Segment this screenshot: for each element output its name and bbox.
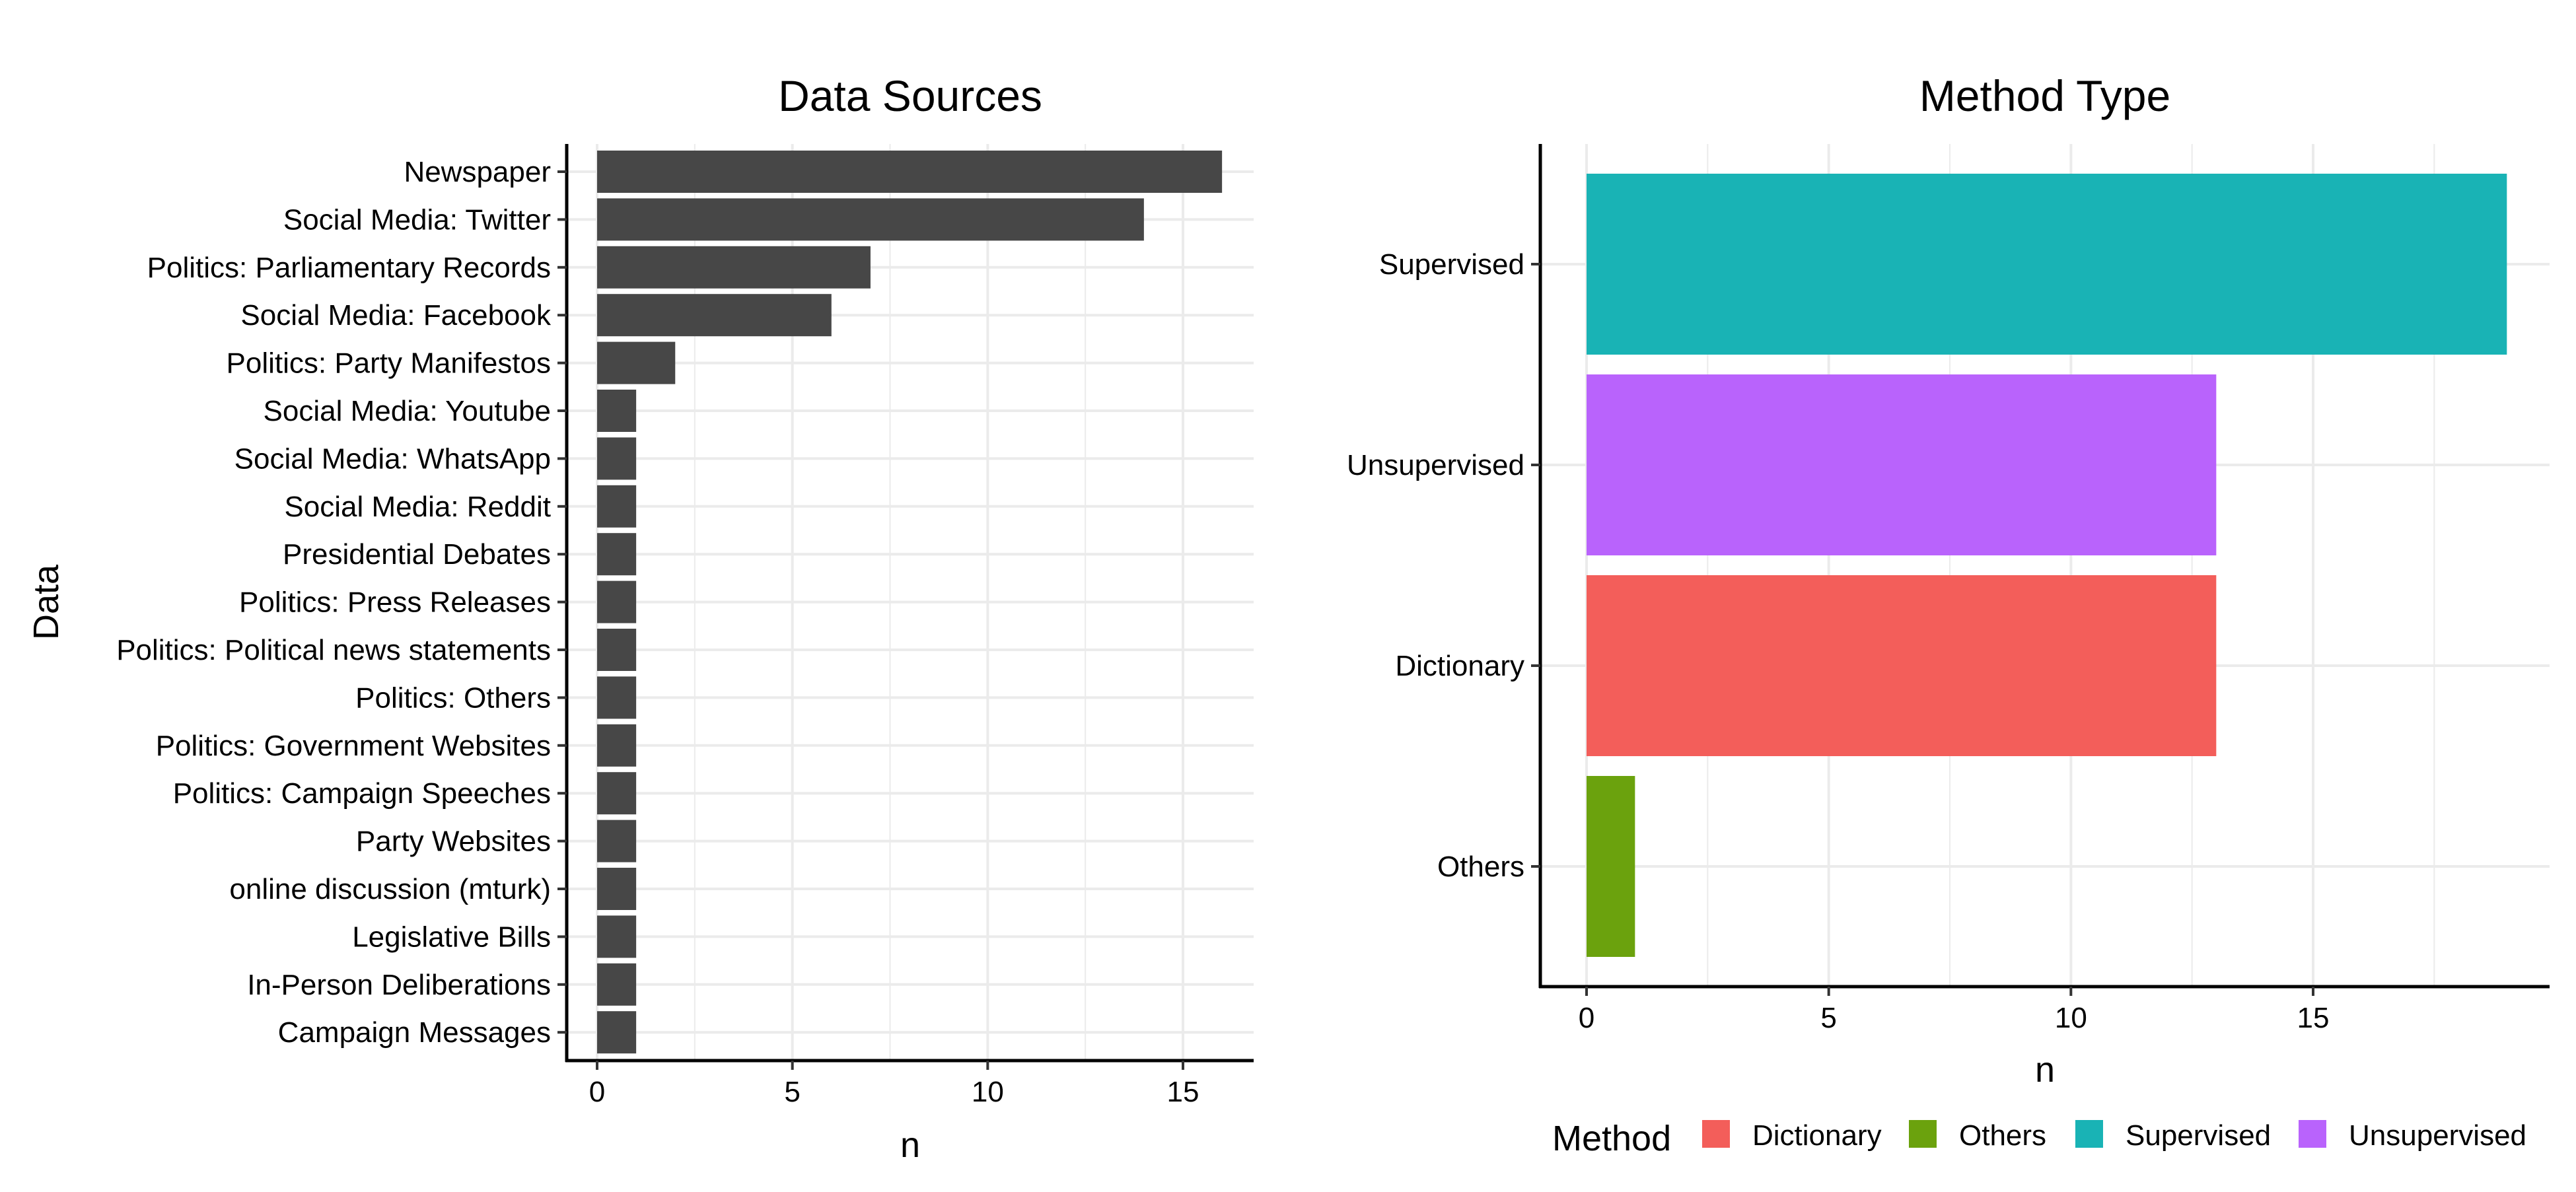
bar-3 <box>597 246 871 289</box>
bar-13 <box>597 724 637 767</box>
y-tick-label: Supervised <box>1379 248 1524 281</box>
bar-unsupervised <box>1587 374 2217 555</box>
bar-17 <box>597 915 637 958</box>
y-tick-label: Politics: Parliamentary Records <box>147 252 551 284</box>
bar-others <box>1587 776 1635 957</box>
y-tick-label: Social Media: Facebook <box>240 299 552 332</box>
legend-key-dictionary <box>1702 1120 1730 1148</box>
bar-4 <box>597 294 832 337</box>
legend-label: Dictionary <box>1752 1119 1882 1152</box>
legend-label: Supervised <box>2126 1119 2271 1152</box>
y-tick-label: Legislative Bills <box>352 921 551 953</box>
bar-19 <box>597 1011 637 1054</box>
y-tick-label: Social Media: Youtube <box>264 395 551 427</box>
legend-key-unsupervised <box>2299 1120 2326 1148</box>
y-tick-label: Presidential Debates <box>283 538 551 571</box>
y-tick-label: Politics: Government Websites <box>156 730 551 762</box>
bar-10 <box>597 580 637 623</box>
legend-key-supervised <box>2075 1120 2103 1148</box>
y-tick-label: In-Person Deliberations <box>247 969 551 1001</box>
method-type-panel: Supervised Unsupervised Dictionary Others 0 5… <box>1347 71 2550 1158</box>
y-tick-label: Unsupervised <box>1347 449 1524 481</box>
x-tick-label: 0 <box>1579 1002 1594 1034</box>
bar-16 <box>597 868 637 910</box>
bar-15 <box>597 820 637 862</box>
y-tick-label: Politics: Party Manifestos <box>227 347 552 380</box>
chart-title: Method Type <box>1919 71 2170 120</box>
x-axis-title: n <box>900 1125 920 1165</box>
y-tick-label: Social Media: Twitter <box>283 203 551 236</box>
y-tick-label: Politics: Press Releases <box>239 586 551 619</box>
bar-dictionary <box>1587 575 2217 756</box>
bar-9 <box>597 533 637 576</box>
data-sources-panel: Newspaper Social Media: Twitter Politics: … <box>26 71 1254 1165</box>
legend-label: Unsupervised <box>2349 1119 2526 1152</box>
bar-8 <box>597 485 637 528</box>
y-tick-label: Politics: Others <box>355 682 551 714</box>
bar-6 <box>597 390 637 432</box>
x-tick-label: 15 <box>1167 1076 1199 1108</box>
bar-12 <box>597 676 637 719</box>
chart-title: Data Sources <box>778 71 1042 120</box>
legend: Method Dictionary Others Supervised Unsuperv… <box>1552 1119 2526 1158</box>
y-tick-label: Dictionary <box>1395 650 1524 682</box>
x-tick-label: 10 <box>972 1076 1004 1108</box>
y-tick-label: Others <box>1437 851 1524 883</box>
y-tick-label: Social Media: WhatsApp <box>234 442 551 475</box>
legend-label: Others <box>1959 1119 2046 1152</box>
y-tick-label: Social Media: Reddit <box>284 491 551 523</box>
bar-18 <box>597 963 637 1006</box>
x-tick-label: 10 <box>2055 1002 2087 1034</box>
bar-1 <box>597 151 1223 193</box>
legend-title: Method <box>1552 1119 1671 1158</box>
y-tick-label: Newspaper <box>404 156 551 188</box>
bar-14 <box>597 772 637 815</box>
bar-2 <box>597 198 1144 241</box>
y-tick-label: Party Websites <box>356 825 551 858</box>
y-tick-label: online discussion (mturk) <box>229 873 551 905</box>
bar-5 <box>597 341 676 384</box>
y-tick-label: Politics: Political news statements <box>116 634 551 666</box>
x-tick-label: 5 <box>1820 1002 1836 1034</box>
bar-11 <box>597 629 637 671</box>
bar-supervised <box>1587 174 2507 355</box>
legend-key-others <box>1909 1120 1937 1148</box>
x-tick-label: 15 <box>2297 1002 2330 1034</box>
x-tick-label: 0 <box>589 1076 605 1108</box>
bar-7 <box>597 437 637 480</box>
y-tick-label: Campaign Messages <box>278 1016 551 1049</box>
x-axis-title: n <box>2035 1050 2055 1090</box>
y-tick-label: Politics: Campaign Speeches <box>173 777 551 810</box>
y-axis-title: Data <box>26 564 66 640</box>
x-tick-label: 5 <box>784 1076 800 1108</box>
